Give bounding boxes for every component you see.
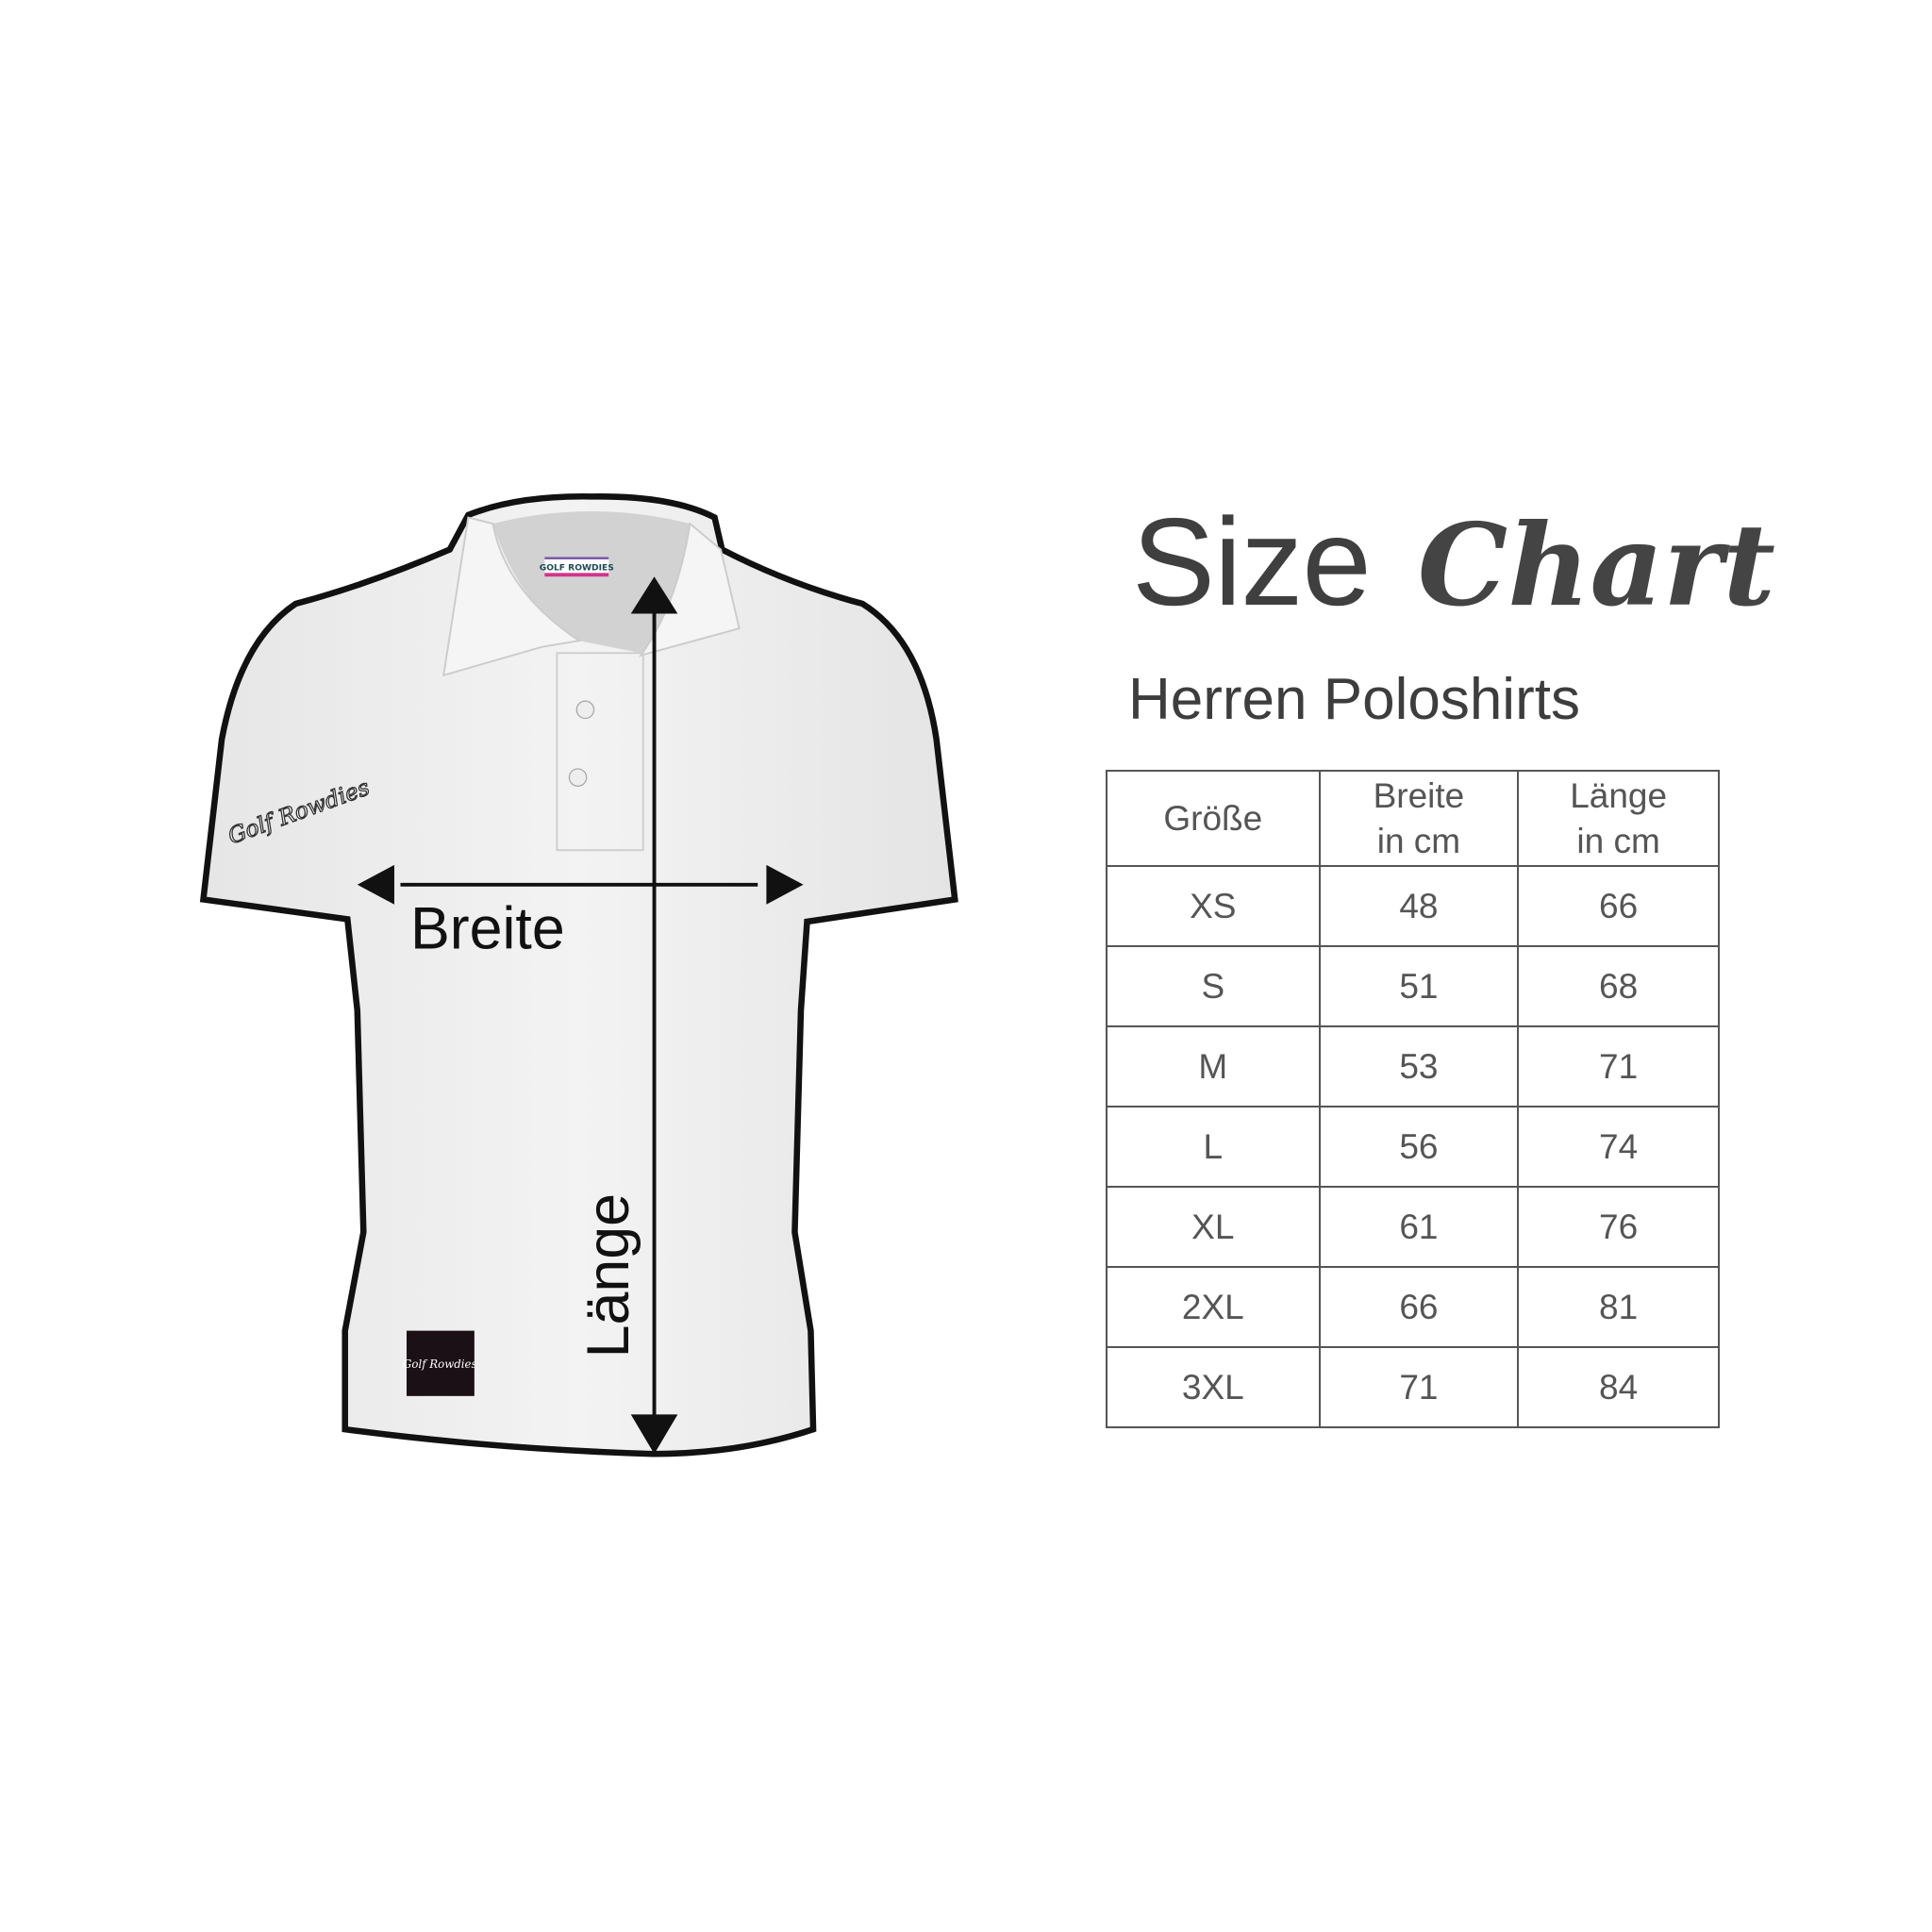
table-row: XS 48 66 [1106,865,1720,947]
svg-text:GOLF ROWDIES: GOLF ROWDIES [540,564,614,574]
size-cell: L [1106,1106,1321,1188]
header-size: Größe [1106,770,1321,867]
length-cell: 66 [1517,865,1720,947]
table-row: 2XL 66 81 [1106,1266,1720,1348]
size-cell: M [1106,1025,1321,1108]
width-arrow-right-head [766,864,804,905]
table-row: S 51 68 [1106,945,1720,1027]
placket [556,652,644,852]
title-chart-script: Chart [1417,499,1775,632]
table-row: 3XL 71 84 [1106,1346,1720,1428]
length-cell: 74 [1517,1106,1720,1188]
length-cell: 84 [1517,1346,1720,1428]
svg-text:Golf Rowdies: Golf Rowdies [403,1357,477,1371]
collar-left [441,516,582,677]
width-cell: 48 [1318,865,1520,947]
button [575,700,595,720]
width-cell: 61 [1318,1186,1520,1268]
size-cell: 3XL [1106,1346,1321,1428]
width-cell: 71 [1318,1346,1520,1428]
size-cell: XL [1106,1186,1321,1268]
header-width: Breite in cm [1318,770,1520,867]
length-cell: 76 [1517,1186,1720,1268]
length-arrow-bottom-head [630,1414,678,1455]
size-cell: XS [1106,865,1321,947]
size-cell: 2XL [1106,1266,1321,1348]
header-length: Länge in cm [1517,770,1720,867]
shirt-outline [199,493,958,1457]
length-label: Länge [575,1193,641,1357]
hem-patch: Golf Rowdies [403,1330,477,1396]
width-label: Breite [410,896,565,962]
table-header-row: Größe Breite in cm Länge in cm [1106,770,1720,867]
table-row: XL 61 76 [1106,1186,1720,1268]
length-cell: 68 [1517,945,1720,1027]
length-cell: 71 [1517,1025,1720,1108]
button [568,768,588,787]
width-cell: 66 [1318,1266,1520,1348]
length-cell: 81 [1517,1266,1720,1348]
width-cell: 56 [1318,1106,1520,1188]
length-arrow-top-head [630,576,678,614]
width-cell: 51 [1318,945,1520,1027]
size-table: Größe Breite in cm Länge in cm XS 48 66 S 51 68… [1106,770,1720,1428]
title-size: Size [1132,492,1372,631]
subtitle: Herren Poloshirts [1128,667,1580,732]
width-arrow-left-head [357,864,394,905]
collar-inner [492,511,691,654]
table-row: L 56 74 [1106,1106,1720,1188]
size-cell: S [1106,945,1321,1027]
table-row: M 53 71 [1106,1025,1720,1108]
page-title: Size Chart [1132,491,1775,633]
width-cell: 53 [1318,1025,1520,1108]
collar-tag: GOLF ROWDIES [540,557,614,577]
